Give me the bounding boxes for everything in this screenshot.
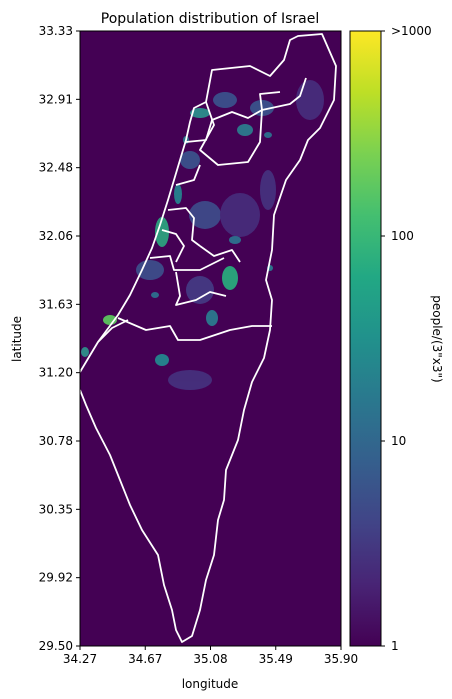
density-sharon (189, 201, 221, 229)
colorbar-label: people/(3"x3") (430, 295, 444, 383)
district-line-10 (199, 245, 241, 263)
y-tick-label: 29.92 (39, 571, 73, 585)
density-layer (81, 80, 324, 390)
density-tel-aviv (155, 217, 169, 247)
colorbar-tick-label: >1000 (391, 24, 432, 38)
border-lines (80, 33, 337, 643)
density-shfela (136, 260, 164, 280)
district-line-3 (261, 77, 307, 111)
y-tick-label: 29.50 (39, 639, 73, 653)
density-spot-1 (229, 236, 241, 244)
y-tick-label: 31.63 (39, 297, 73, 311)
density-hebron (206, 310, 218, 326)
district-line-6 (161, 229, 185, 263)
x-tick-label: 35.90 (324, 652, 358, 666)
density-judea (186, 276, 214, 304)
israel-outline (80, 33, 337, 643)
plot-background (80, 31, 341, 646)
y-tick-label: 31.20 (39, 366, 73, 380)
x-tick-label: 34.27 (63, 652, 97, 666)
density-jerusalem (222, 266, 238, 290)
district-line-8 (175, 271, 227, 306)
y-axis: 33.33 32.91 32.48 32.06 31.63 31.20 30.78 30.35… (39, 24, 80, 653)
density-negev-north (168, 370, 212, 390)
district-line-5 (167, 207, 201, 247)
y-tick-label: 30.35 (39, 502, 73, 516)
y-tick-label: 32.06 (39, 229, 73, 243)
x-axis-label: longitude (182, 677, 239, 691)
colorbar-tick-label: 10 (391, 434, 406, 448)
y-axis-label: latitude (10, 316, 24, 362)
density-jordan-valley (260, 170, 276, 210)
density-galilee (213, 92, 237, 108)
district-line-4 (175, 164, 201, 186)
gaza-strip-line (97, 319, 129, 343)
colorbar-tick-label: 1 (391, 639, 399, 653)
x-axis: 34.27 34.67 35.08 35.49 35.90 (63, 646, 358, 666)
y-tick-label: 32.48 (39, 161, 73, 175)
colorbar-tick-label: 100 (391, 229, 414, 243)
density-beersheba (155, 354, 169, 366)
density-haifa (190, 108, 210, 118)
district-line-9 (117, 317, 272, 341)
colorbar-gradient (349, 30, 382, 647)
density-spot-3 (151, 292, 159, 298)
y-tick-label: 30.78 (39, 434, 73, 448)
colorbar: 1 10 100 >1000 people/(3"x3") (349, 24, 444, 653)
colorbar-ticks: 1 10 100 >1000 (381, 24, 432, 653)
density-netanya (174, 184, 182, 204)
x-tick-label: 35.49 (259, 652, 293, 666)
y-tick-label: 33.33 (39, 24, 73, 38)
density-nazareth (237, 124, 253, 136)
district-line-2 (199, 91, 281, 166)
district-line-1 (185, 109, 263, 143)
density-samaria (220, 193, 260, 237)
x-tick-label: 34.67 (128, 652, 162, 666)
density-coast-north (180, 151, 200, 169)
density-gaza (81, 347, 89, 357)
density-golan (296, 80, 324, 120)
map-panel (79, 30, 342, 647)
x-tick-label: 35.08 (193, 652, 227, 666)
district-line-7 (149, 255, 225, 271)
density-spot-4 (264, 132, 272, 138)
chart-title: Population distribution of Israel (101, 11, 319, 27)
y-tick-label: 32.91 (39, 92, 73, 106)
